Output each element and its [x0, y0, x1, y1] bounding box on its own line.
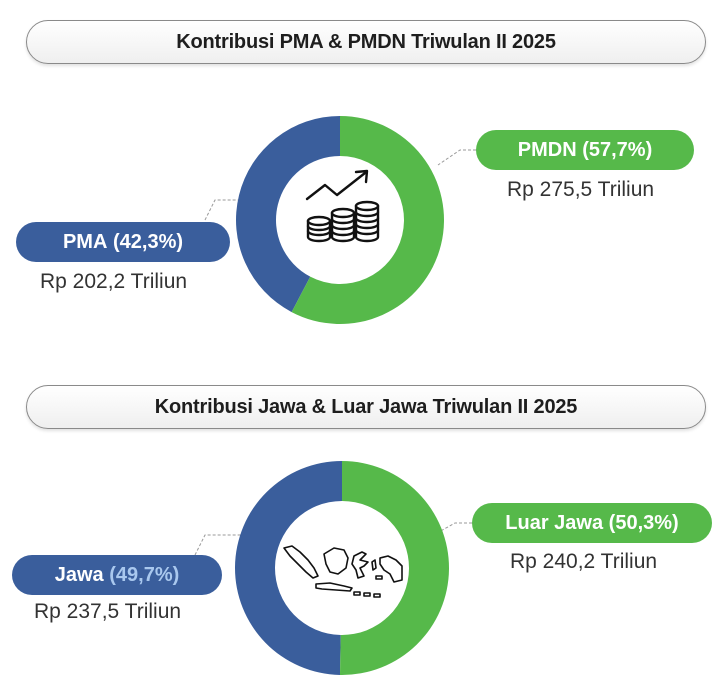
jawa-label-pill: Jawa (49,7%) [12, 555, 222, 595]
donut-slice-pma [235, 116, 340, 313]
luarjawa-label: Luar Jawa [505, 511, 604, 534]
pma-label-pill: PMA (42,3%) [16, 222, 230, 262]
pmdn-label: PMDN [517, 138, 577, 161]
luarjawa-label-pill: Luar Jawa (50,3%) [472, 503, 712, 543]
pmdn-label-pill: PMDN (57,7%) [476, 130, 694, 170]
rising-coins-icon [299, 163, 383, 252]
pma-label: PMA [62, 230, 108, 253]
pma-leader-line [204, 199, 248, 221]
pmdn-leader-line [437, 149, 476, 166]
jawa-label: Jawa [54, 563, 104, 586]
luarjawa-amount: Rp 240,2 Triliun [510, 550, 658, 573]
donut-slice-jawa [234, 461, 342, 675]
indonesia-map-icon [280, 540, 404, 609]
jawa-percent: (49,7%) [109, 563, 180, 586]
luarjawa-leader-line [436, 522, 472, 534]
pmdn-percent: (57,7%) [582, 138, 653, 161]
donut-slice-pmdn [291, 116, 444, 324]
luarjawa-percent: (50,3%) [608, 511, 679, 534]
pma-percent: (42,3%) [112, 230, 184, 253]
donut-slice-luar-jawa [339, 461, 449, 675]
pmdn-amount: Rp 275,5 Triliun [507, 178, 655, 201]
chart-1-title: Kontribusi PMA & PMDN Triwulan II 2025 [26, 20, 706, 64]
jawa-amount: Rp 237,5 Triliun [34, 600, 182, 623]
pma-amount: Rp 202,2 Triliun [40, 270, 188, 293]
chart-2-title: Kontribusi Jawa & Luar Jawa Triwulan II … [26, 385, 706, 429]
jawa-leader-line [194, 534, 245, 556]
